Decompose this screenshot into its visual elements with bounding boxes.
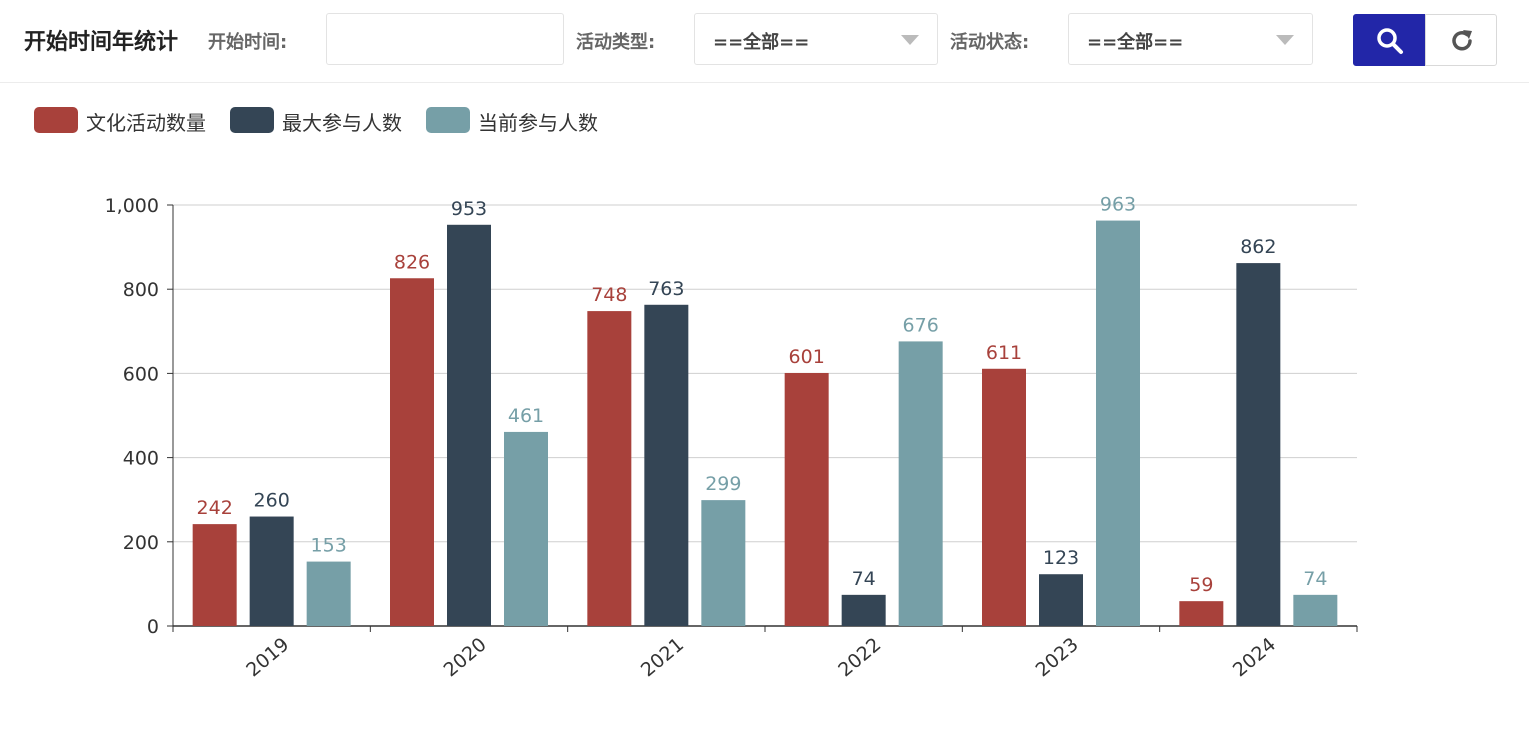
data-label: 601 [789,346,825,368]
data-label: 461 [508,405,544,427]
bar [841,594,886,626]
data-label: 676 [903,314,939,336]
y-tick-label: 0 [147,616,159,638]
search-button[interactable] [1353,14,1425,66]
data-label: 74 [852,568,876,590]
search-icon [1377,28,1403,54]
legend-label: 文化活动数量 [86,111,206,135]
refresh-icon [1452,30,1472,51]
chevron-down-icon [901,35,919,45]
y-tick-label: 800 [123,279,159,301]
data-label: 862 [1240,236,1276,258]
data-label: 74 [1303,568,1327,590]
data-label: 123 [1043,547,1079,569]
chevron-down-icon [1276,35,1294,45]
y-tick-label: 200 [123,532,159,554]
bar [701,500,746,626]
bar [1293,594,1338,626]
bar [192,524,237,626]
x-tick-label: 2024 [1229,633,1280,681]
legend-swatch [426,107,470,133]
data-label: 826 [394,251,430,273]
legend-label: 最大参与人数 [282,111,402,135]
bar [504,431,548,626]
legend-label: 当前参与人数 [478,111,598,135]
data-label: 611 [986,342,1022,364]
data-label: 763 [648,278,684,300]
bar [1179,601,1224,626]
bar [306,561,351,626]
activity-type-label: 活动类型: [576,32,656,53]
x-tick-label: 2019 [242,633,293,681]
y-tick-label: 1,000 [105,195,159,217]
y-tick-label: 600 [123,363,159,385]
legend-swatch [230,107,274,133]
bar [1039,574,1083,626]
reset-button[interactable] [1425,14,1497,66]
legend-swatch [34,107,78,133]
activity-status-value: ==全部== [1087,32,1184,53]
bar [982,368,1026,626]
bar [1236,263,1281,626]
y-tick-label: 400 [123,448,159,470]
start-time-label: 开始时间: [208,32,288,53]
data-label: 963 [1100,194,1136,216]
activity-status-select[interactable]: ==全部== [1068,13,1313,65]
data-label: 260 [254,490,290,512]
bar [1096,220,1140,626]
data-label: 953 [451,198,487,220]
activity-type-value: ==全部== [713,32,810,53]
bar [644,304,689,626]
data-label: 299 [705,473,741,495]
x-tick-label: 2023 [1032,633,1083,681]
data-label: 59 [1189,574,1213,596]
bar [447,224,491,627]
data-label: 153 [311,535,347,557]
activity-type-select[interactable]: ==全部== [694,13,938,65]
x-tick-label: 2020 [440,633,491,681]
x-tick-label: 2022 [834,633,885,681]
bar [784,372,829,626]
data-label: 242 [197,497,233,519]
bar [898,341,943,626]
bar [390,278,434,626]
start-time-input[interactable] [326,13,564,65]
page-title: 开始时间年统计 [24,30,179,55]
bar [249,516,294,626]
activity-status-label: 活动状态: [950,32,1030,53]
data-label: 748 [591,284,627,306]
x-tick-label: 2021 [637,633,688,681]
toolbar: 开始时间年统计 开始时间: 活动类型: ==全部== 活动状态: ==全部== [0,0,1529,83]
bar [587,311,632,626]
